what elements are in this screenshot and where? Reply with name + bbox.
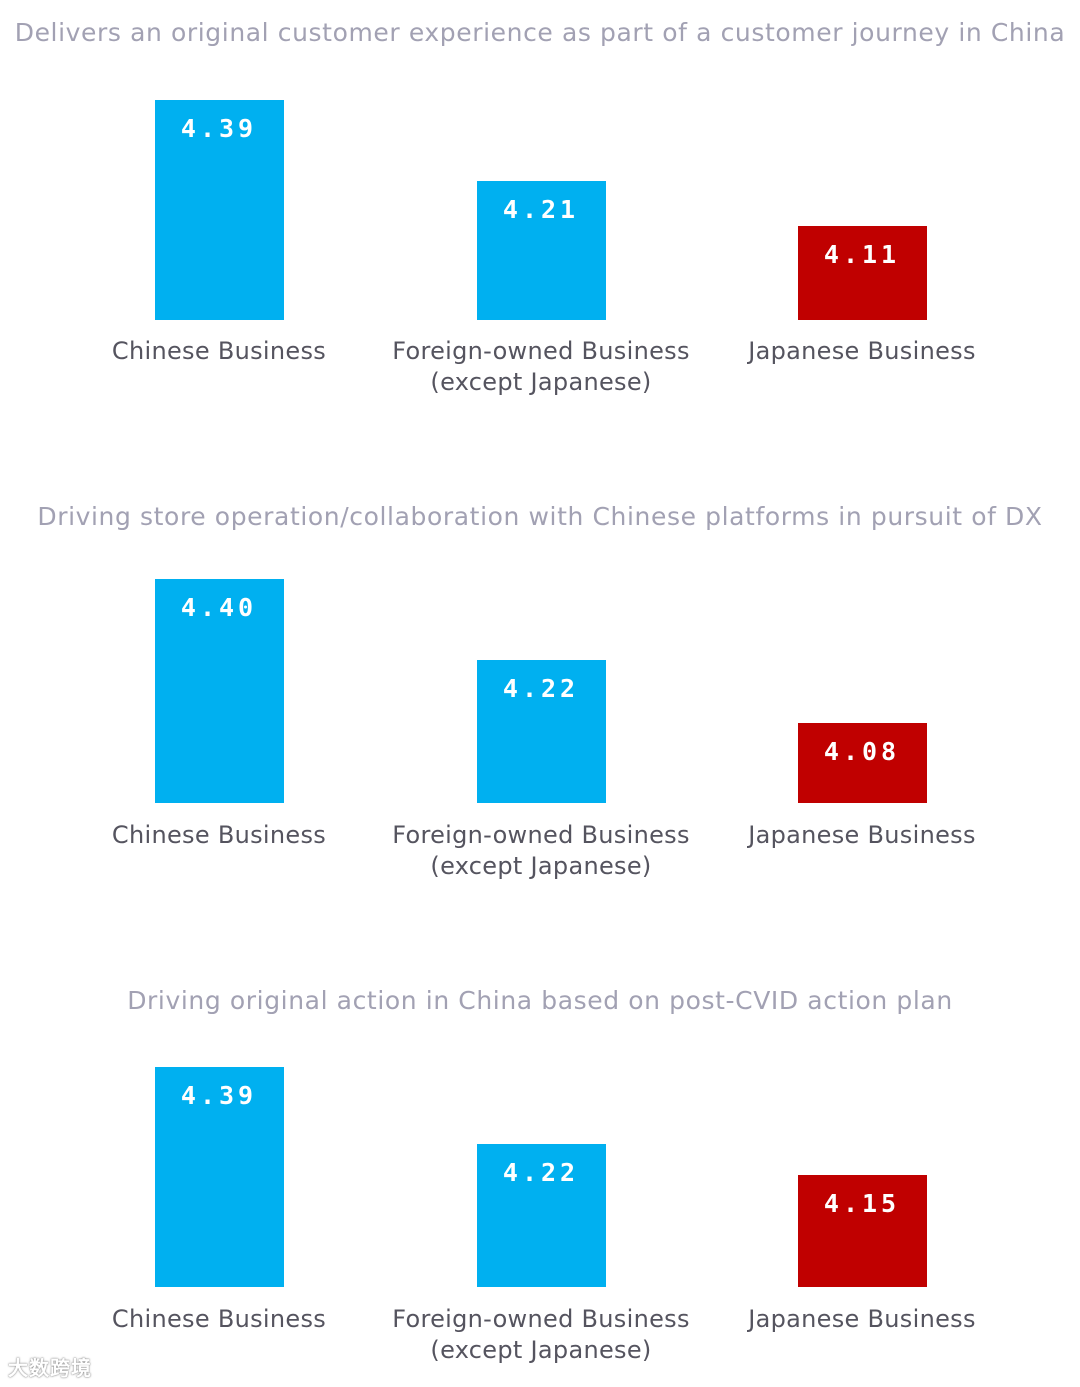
bar: 4.15 [797,1175,927,1287]
bar: 4.22 [476,1144,606,1287]
category-label: Japanese Business [748,821,976,849]
bar-value-label: 4.08 [823,737,901,766]
category-label: Chinese Business [111,337,327,365]
category-label: Foreign-owned Business (except Japanese) [392,821,690,880]
bar: 4.08 [797,723,927,803]
chart-title: Driving original action in China based o… [127,986,953,1015]
bar: 4.21 [476,181,606,320]
bar-value-label: 4.22 [502,674,580,703]
bar-value-label: 4.22 [502,1158,580,1187]
chart-title: Delivers an original customer experience… [14,18,1066,47]
bar: 4.22 [476,660,606,803]
watermark-logo: 大数跨境 [8,1356,92,1380]
category-label: Japanese Business [748,337,976,365]
bar-value-label: 4.39 [180,114,258,143]
category-label: Japanese Business [748,1305,976,1333]
category-label: Foreign-owned Business (except Japanese) [392,337,690,396]
bar-value-label: 4.21 [502,195,580,224]
bar: 4.39 [154,1067,284,1287]
category-label: Foreign-owned Business (except Japanese) [392,1305,690,1364]
chart-title: Driving store operation/collaboration wi… [37,502,1043,531]
bar-value-label: 4.11 [823,240,901,269]
bar-value-label: 4.15 [823,1189,901,1218]
category-label: Chinese Business [111,821,327,849]
bar-value-label: 4.39 [180,1081,258,1110]
bar: 4.11 [797,226,927,320]
bar: 4.40 [154,579,284,803]
bar: 4.39 [154,100,284,320]
bar-value-label: 4.40 [180,593,258,622]
category-label: Chinese Business [111,1305,327,1333]
